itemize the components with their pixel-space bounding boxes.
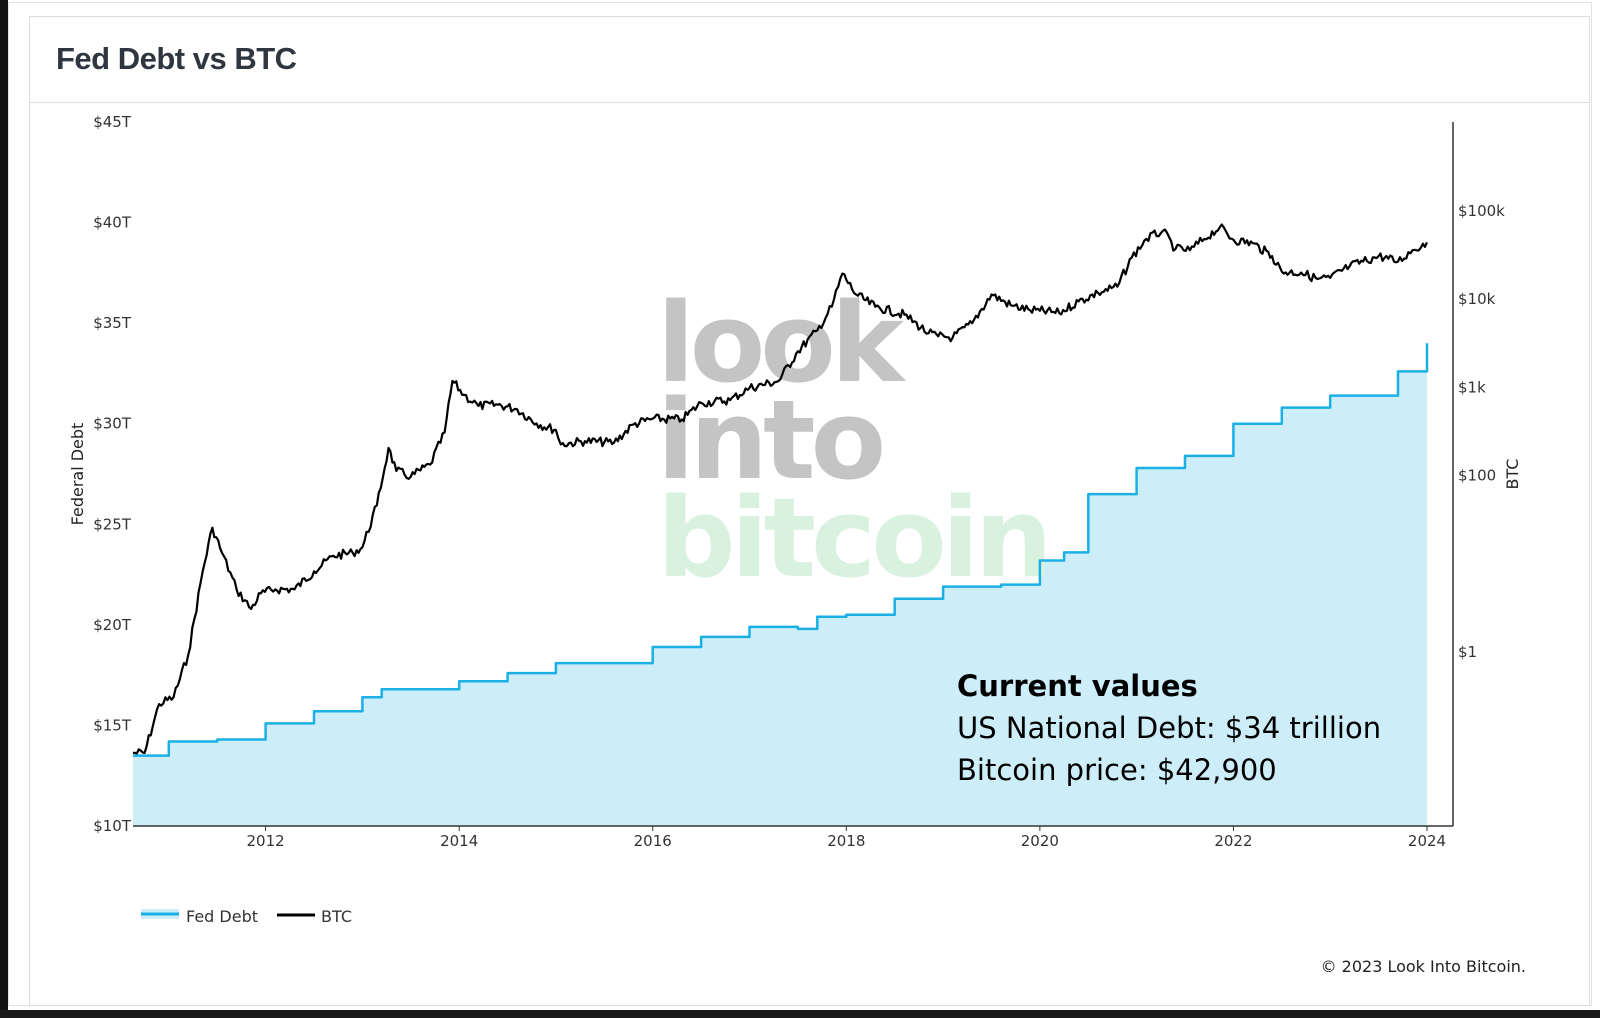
left-axis-label: Federal Debt — [68, 423, 87, 526]
chart-title: Fed Debt vs BTC — [56, 41, 297, 76]
x-tick-label: 2016 — [634, 832, 672, 850]
right-axis-label: BTC — [1503, 459, 1522, 490]
y-left-tick-label: $45T — [93, 113, 132, 131]
legend-fed-debt-label: Fed Debt — [186, 907, 258, 926]
x-tick-label: 2014 — [440, 832, 478, 850]
y-right-tick-label: $10k — [1458, 290, 1496, 308]
y-right-tick-label: $1k — [1458, 378, 1486, 396]
fed-debt-area — [133, 343, 1427, 826]
annotation-btc-price: Bitcoin price: $42,900 — [957, 753, 1277, 787]
y-right-tick-label: $100k — [1458, 202, 1505, 220]
annotation-debt: US National Debt: $34 trillion — [957, 711, 1381, 745]
x-tick-label: 2018 — [827, 832, 865, 850]
y-left-tick-label: $30T — [93, 415, 132, 433]
x-tick-label: 2024 — [1408, 832, 1446, 850]
card-header: Fed Debt vs BTC — [30, 17, 1589, 103]
watermark-bitcoin: bitcoin — [657, 474, 1048, 602]
current-values-annotation: Current values US National Debt: $34 tri… — [957, 669, 1381, 787]
window-edge-left — [0, 0, 8, 1018]
series-lines-layer — [132, 223, 1429, 757]
watermark-into: into — [657, 376, 882, 504]
y-left-tick-label: $15T — [93, 716, 132, 734]
x-tick-label: 2022 — [1214, 832, 1252, 850]
x-tick-label: 2012 — [247, 832, 285, 850]
watermark: look into bitcoin — [657, 279, 1053, 602]
y-right-tick-label: $1 — [1458, 643, 1477, 661]
legend: Fed Debt BTC — [141, 907, 352, 926]
btc-line — [132, 223, 1428, 755]
y-left-tick-label: $25T — [93, 515, 132, 533]
y-left-tick-label: $35T — [93, 314, 132, 332]
fed-debt-line — [133, 343, 1429, 757]
y-left-tick-label: $20T — [93, 616, 132, 634]
y-right-tick-label: $100 — [1458, 467, 1496, 485]
window-edge-bottom — [0, 1010, 1600, 1018]
legend-btc-label: BTC — [321, 907, 352, 926]
annotation-title: Current values — [957, 669, 1198, 703]
copyright-text: © 2023 Look Into Bitcoin. — [1321, 957, 1526, 976]
fed-debt-area-layer — [133, 343, 1427, 826]
x-tick-label: 2020 — [1021, 832, 1059, 850]
y-left-tick-label: $40T — [93, 214, 132, 232]
y-left-tick-label: $10T — [93, 817, 132, 835]
axes-layer: $10T $15T $20T $25T $30T $35T $40T $45T $1 $100 $1… — [93, 113, 1505, 850]
